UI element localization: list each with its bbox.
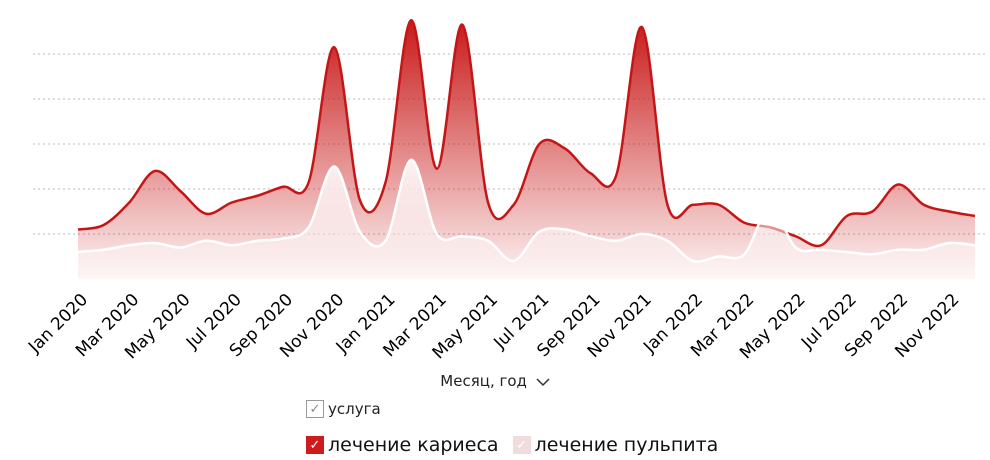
data-point[interactable]	[178, 188, 184, 194]
data-point[interactable]	[383, 238, 389, 244]
data-point[interactable]	[75, 249, 81, 255]
data-point[interactable]	[613, 238, 619, 244]
data-point[interactable]	[306, 224, 312, 230]
data-point[interactable]	[126, 200, 132, 206]
legend-label: лечение пульпита	[534, 434, 719, 456]
data-point[interactable]	[818, 247, 824, 253]
data-point[interactable]	[357, 229, 363, 235]
data-point[interactable]	[408, 157, 414, 163]
data-point[interactable]	[434, 166, 440, 172]
data-point[interactable]	[536, 229, 542, 235]
data-point[interactable]	[434, 231, 440, 237]
data-point[interactable]	[664, 238, 670, 244]
series-area-pulpitis[interactable]	[78, 159, 975, 279]
legend-label: лечение кариеса	[328, 434, 499, 456]
checkbox-icon[interactable]: ✓	[512, 436, 531, 454]
data-point[interactable]	[408, 17, 414, 23]
data-point[interactable]	[921, 247, 927, 253]
series-areas	[75, 17, 978, 279]
data-point[interactable]	[511, 202, 517, 208]
data-point[interactable]	[203, 238, 209, 244]
data-point[interactable]	[921, 202, 927, 208]
data-point[interactable]	[562, 146, 568, 152]
data-point[interactable]	[126, 242, 132, 248]
data-point[interactable]	[459, 233, 465, 239]
data-point[interactable]	[101, 222, 107, 228]
data-point[interactable]	[716, 254, 722, 260]
x-axis-label: Месяц, год	[440, 372, 527, 390]
data-point[interactable]	[254, 193, 260, 199]
data-point[interactable]	[793, 233, 799, 239]
legend: ✓ лечение кариеса ✓ лечение пульпита	[306, 434, 732, 456]
data-point[interactable]	[331, 164, 337, 170]
data-point[interactable]	[152, 168, 158, 174]
data-point[interactable]	[280, 236, 286, 242]
data-point[interactable]	[844, 213, 850, 219]
checkbox-icon[interactable]: ✓	[306, 400, 324, 418]
data-point[interactable]	[793, 245, 799, 251]
data-point[interactable]	[101, 247, 107, 253]
data-point[interactable]	[690, 202, 696, 208]
data-point[interactable]	[485, 238, 491, 244]
series-line-pulpitis[interactable]	[77, 158, 976, 263]
data-point[interactable]	[254, 238, 260, 244]
data-point[interactable]	[895, 182, 901, 188]
data-point[interactable]	[280, 184, 286, 190]
data-point[interactable]	[895, 247, 901, 253]
data-point[interactable]	[869, 251, 875, 257]
data-point[interactable]	[639, 231, 645, 237]
data-point[interactable]	[331, 44, 337, 50]
data-point[interactable]	[946, 240, 952, 246]
data-point[interactable]	[741, 220, 747, 226]
data-point[interactable]	[306, 179, 312, 185]
data-point[interactable]	[972, 242, 978, 248]
data-point[interactable]	[536, 141, 542, 147]
data-point[interactable]	[459, 22, 465, 28]
data-point[interactable]	[562, 227, 568, 233]
series-area-caries[interactable]	[78, 20, 975, 279]
data-point[interactable]	[75, 227, 81, 233]
chevron-down-icon[interactable]	[536, 373, 550, 391]
legend-item-pulpitis[interactable]: ✓ лечение пульпита	[512, 434, 719, 456]
checkbox-icon[interactable]: ✓	[306, 436, 324, 454]
legend-item-caries[interactable]: ✓ лечение кариеса	[306, 434, 499, 456]
data-point[interactable]	[383, 179, 389, 185]
data-point[interactable]	[741, 251, 747, 257]
data-point[interactable]	[229, 242, 235, 248]
data-point[interactable]	[946, 209, 952, 215]
data-point[interactable]	[485, 200, 491, 206]
data-point[interactable]	[357, 197, 363, 203]
data-point[interactable]	[229, 200, 235, 206]
data-point[interactable]	[844, 249, 850, 255]
data-point[interactable]	[690, 258, 696, 264]
x-axis-title[interactable]: Месяц, год	[0, 372, 990, 391]
data-point[interactable]	[511, 258, 517, 264]
data-point[interactable]	[588, 170, 594, 176]
data-point[interactable]	[178, 245, 184, 251]
data-point[interactable]	[664, 202, 670, 208]
data-point[interactable]	[588, 233, 594, 239]
data-point[interactable]	[716, 202, 722, 208]
legend-title[interactable]: ✓ услуга	[306, 400, 381, 418]
data-point[interactable]	[869, 209, 875, 215]
series-line-caries[interactable]	[77, 18, 976, 248]
legend-title-label: услуга	[328, 400, 381, 418]
data-point[interactable]	[767, 204, 773, 210]
data-point[interactable]	[203, 211, 209, 217]
data-point[interactable]	[972, 213, 978, 219]
data-point[interactable]	[639, 24, 645, 30]
data-point[interactable]	[152, 240, 158, 246]
data-point[interactable]	[613, 173, 619, 179]
